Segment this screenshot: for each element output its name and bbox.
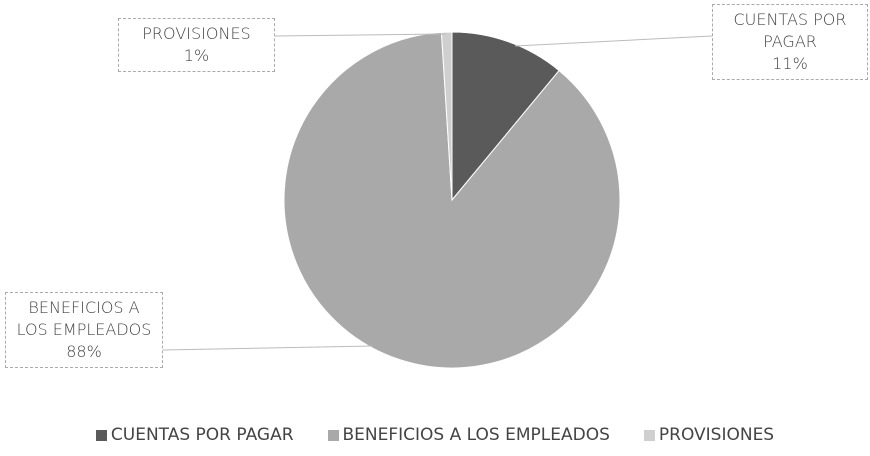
legend-swatch bbox=[327, 429, 339, 441]
legend-item: BENEFICIOS A LOS EMPLEADOS bbox=[327, 425, 610, 445]
legend-item: CUENTAS POR PAGAR bbox=[95, 425, 294, 445]
legend: CUENTAS POR PAGAR BENEFICIOS A LOS EMPLEA… bbox=[0, 425, 870, 445]
data-label: PROVISIONES 1% bbox=[118, 18, 275, 72]
label-value: 1% bbox=[183, 46, 210, 65]
data-label: CUENTAS POR PAGAR 11% bbox=[712, 4, 868, 80]
pie-slice bbox=[283, 31, 621, 369]
pie-slice bbox=[451, 31, 560, 202]
data-label: BENEFICIOS A LOS EMPLEADOS 88% bbox=[5, 292, 163, 368]
legend-label: PROVISIONES bbox=[658, 425, 775, 445]
leader-line bbox=[514, 35, 713, 47]
legend-swatch bbox=[643, 429, 655, 441]
label-value: 88% bbox=[66, 342, 102, 361]
legend-item: PROVISIONES bbox=[643, 425, 775, 445]
legend-label: BENEFICIOS A LOS EMPLEADOS bbox=[342, 425, 610, 445]
label-name: BENEFICIOS A LOS EMPLEADOS bbox=[16, 298, 152, 339]
pie-slice bbox=[440, 31, 453, 201]
legend-label: CUENTAS POR PAGAR bbox=[110, 425, 294, 445]
legend-swatch bbox=[95, 429, 107, 441]
leader-line bbox=[162, 345, 373, 351]
leader-line bbox=[274, 33, 447, 37]
label-name: CUENTAS POR PAGAR bbox=[733, 10, 847, 51]
label-name: PROVISIONES bbox=[142, 24, 251, 43]
label-value: 11% bbox=[772, 54, 808, 73]
